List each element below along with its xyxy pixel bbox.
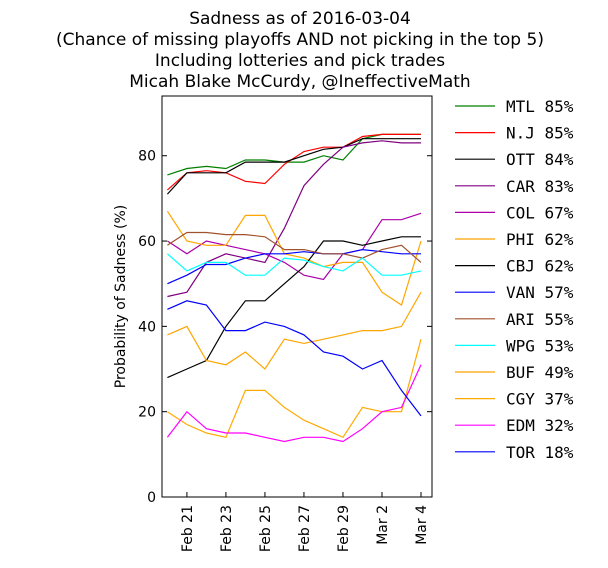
chart-title: Sadness as of 2016-03-04 bbox=[189, 9, 411, 29]
legend-label: ARI 55% bbox=[506, 310, 574, 329]
series-line bbox=[167, 248, 421, 285]
series-line bbox=[166, 364, 422, 443]
x-tick-label: Feb 29 bbox=[336, 505, 352, 552]
series-line bbox=[167, 140, 421, 298]
y-tick-label: 0 bbox=[147, 490, 156, 506]
series-line bbox=[166, 210, 422, 306]
legend-label: MTL 85% bbox=[506, 97, 574, 116]
legend-label: WPG 53% bbox=[506, 336, 574, 355]
y-tick-label: 80 bbox=[138, 149, 156, 165]
legend-label: COL 67% bbox=[506, 203, 574, 222]
chart-title: (Chance of missing playoffs AND not pick… bbox=[56, 30, 544, 50]
series-line bbox=[167, 133, 421, 191]
series-line bbox=[167, 231, 422, 263]
series-line bbox=[167, 253, 422, 276]
series-line bbox=[166, 138, 421, 195]
legend-label: N.J 85% bbox=[506, 124, 574, 143]
legend-label: PHI 62% bbox=[506, 230, 574, 249]
series-line bbox=[167, 300, 422, 417]
legend-label: OTT 84% bbox=[506, 150, 574, 169]
plot-frame bbox=[161, 95, 433, 498]
legend-label: VAN 57% bbox=[506, 283, 574, 302]
x-tick-label: Feb 23 bbox=[219, 505, 235, 552]
series-line bbox=[167, 212, 422, 281]
x-tick-label: Mar 4 bbox=[414, 505, 430, 545]
legend-label: CAR 83% bbox=[506, 177, 574, 196]
legend-label: TOR 18% bbox=[506, 443, 574, 462]
y-axis-label: Probability of Sadness (%) bbox=[113, 205, 129, 389]
series-line bbox=[167, 236, 421, 379]
legend-label: CBJ 62% bbox=[506, 257, 574, 276]
y-tick-label: 60 bbox=[138, 234, 156, 250]
legend-label: BUF 49% bbox=[506, 363, 574, 382]
x-tick-label: Mar 2 bbox=[375, 505, 391, 545]
chart-title: Micah Blake McCurdy, @IneffectiveMath bbox=[129, 72, 470, 92]
x-tick-label: Feb 25 bbox=[258, 505, 274, 552]
legend-label: EDM 32% bbox=[506, 416, 574, 435]
series-line bbox=[167, 291, 422, 370]
y-tick-label: 40 bbox=[138, 319, 156, 335]
chart-title: Including lotteries and pick trades bbox=[155, 51, 445, 71]
y-tick-label: 20 bbox=[138, 405, 156, 421]
x-tick-label: Feb 21 bbox=[180, 505, 196, 552]
series-line bbox=[167, 339, 422, 439]
legend-label: CGY 37% bbox=[506, 390, 574, 409]
x-tick-label: Feb 27 bbox=[297, 505, 313, 552]
